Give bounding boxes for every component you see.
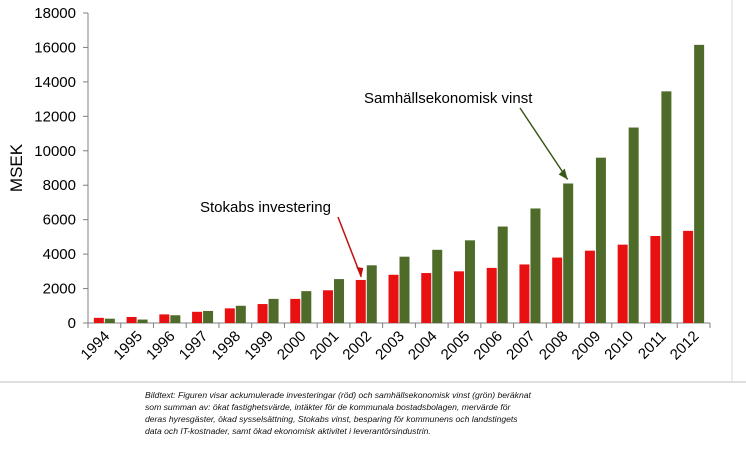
x-tick-label: 2007 (503, 328, 539, 364)
bar-red-investment (453, 271, 464, 323)
bar-red-investment (290, 298, 301, 323)
annotation-investment-arrow (337, 216, 362, 278)
x-tick-label: 1996 (143, 328, 179, 364)
caption-line: data och IT-kostnader, samt ökad ekonomi… (145, 426, 431, 436)
bar-red-investment (224, 308, 235, 323)
annotation-gain-arrowhead (558, 168, 568, 180)
bar-red-investment (617, 244, 628, 323)
y-tick-label: 0 (68, 315, 76, 332)
bar-green-gain (104, 318, 115, 323)
bar-red-investment (93, 317, 104, 323)
y-tick-label: 8000 (43, 177, 76, 194)
annotation-investment-arrowhead (356, 266, 364, 277)
bar-green-gain (301, 291, 312, 323)
y-tick-label: 12000 (34, 108, 76, 125)
bar-green-gain (432, 249, 443, 323)
y-axis-label: MSEK (7, 143, 26, 192)
x-tick-label: 2005 (438, 328, 474, 364)
caption-line: Bildtext: Figuren visar ackumulerade inv… (145, 390, 531, 400)
bar-red-investment (519, 264, 530, 323)
bar-red-investment (421, 273, 432, 323)
x-tick-label: 1999 (241, 328, 277, 364)
bar-red-investment (552, 257, 563, 323)
bar-green-gain (268, 298, 279, 323)
caption-line: som summan av: ökat fastighetsvärde, int… (145, 402, 511, 412)
x-tick-label: 2003 (372, 328, 408, 364)
y-tick-label: 10000 (34, 143, 76, 160)
bar-green-gain (137, 319, 148, 323)
bar-green-gain (595, 157, 606, 323)
bar-green-gain (497, 226, 508, 323)
x-tick-label: 2006 (470, 328, 506, 364)
x-tick-label: 2008 (536, 328, 572, 364)
bar-red-investment (192, 311, 203, 323)
bar-red-investment (388, 274, 399, 323)
annotation-gain-arrow (519, 107, 569, 180)
bar-red-investment (159, 314, 170, 323)
x-tick-label: 2004 (405, 328, 441, 364)
bar-green-gain (366, 265, 377, 323)
x-tick-label: 1994 (78, 328, 114, 364)
bar-green-gain (334, 279, 345, 323)
bar-green-gain (464, 240, 475, 323)
bar-red-investment (584, 250, 595, 323)
x-tick-label: 1997 (176, 328, 212, 364)
x-tick-label: 2012 (667, 328, 703, 364)
x-tick-label: 1998 (209, 328, 245, 364)
bar-red-investment (650, 236, 661, 323)
x-tick-label: 2011 (635, 328, 670, 363)
bar-green-gain (203, 310, 214, 323)
annotation-investment-label: Stokabs investering (200, 199, 331, 216)
y-tick-label: 18000 (34, 5, 76, 22)
y-tick-label: 4000 (43, 246, 76, 263)
bar-red-investment (486, 267, 497, 323)
y-tick-label: 6000 (43, 212, 76, 229)
y-tick-label: 14000 (34, 74, 76, 91)
bar-green-gain (661, 91, 672, 323)
bar-green-gain (530, 208, 541, 323)
bar-green-gain (628, 127, 639, 324)
x-tick-label: 2010 (601, 328, 637, 364)
bar-red-investment (257, 304, 268, 323)
x-tick-label: 2002 (339, 328, 375, 364)
bar-red-investment (323, 290, 334, 323)
bar-red-investment (355, 279, 366, 323)
x-tick-label: 2000 (274, 328, 310, 364)
annotation-gain-label: Samhällsekonomisk vinst (364, 90, 533, 107)
caption-line: deras hyresgäster, ökad sysselsättning, … (145, 414, 518, 424)
bar-green-gain (170, 315, 181, 323)
chart-caption: Bildtext: Figuren visar ackumulerade inv… (145, 389, 595, 437)
bar-green-gain (563, 183, 574, 323)
y-tick-label: 2000 (43, 281, 76, 298)
bar-red-investment (126, 316, 137, 323)
x-tick-label: 1995 (110, 328, 146, 364)
bar-green-gain (235, 305, 246, 323)
x-tick-label: 2009 (569, 328, 605, 364)
y-tick-label: 16000 (34, 39, 76, 56)
x-tick-label: 2001 (307, 328, 343, 364)
bar-green-gain (694, 44, 705, 323)
bar-red-investment (683, 230, 694, 323)
bar-green-gain (399, 256, 410, 323)
